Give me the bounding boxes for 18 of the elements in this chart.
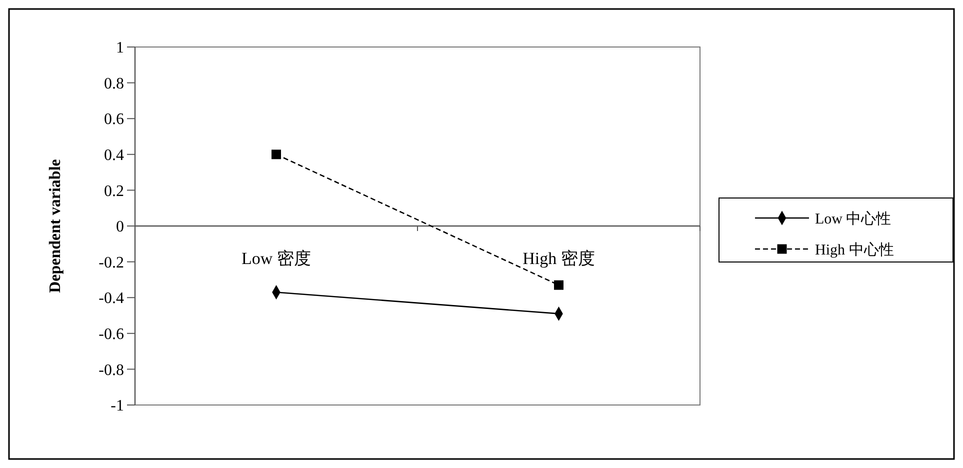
y-tick-label: -0.2	[98, 254, 124, 272]
x-tick-label: High 密度	[522, 249, 595, 268]
y-tick-label: -1	[110, 398, 124, 415]
y-tick-label: -0.6	[98, 326, 124, 343]
point	[554, 280, 564, 290]
y-tick-label: 0	[116, 218, 124, 236]
legend-label: Low 中心性	[815, 210, 892, 228]
x-tick-label: Low 密度	[242, 249, 311, 268]
y-tick-label: 0.4	[104, 147, 124, 164]
y-tick-label: -0.8	[98, 362, 124, 379]
point	[272, 150, 281, 160]
y-tick-label: 1	[116, 40, 124, 57]
y-tick-label: 0.2	[104, 182, 124, 200]
legend-label: High 中心性	[815, 241, 894, 258]
y-axis-title: Dependent variable	[47, 159, 64, 293]
y-tick-label: -0.4	[98, 290, 124, 308]
y-tick-label: 0.6	[104, 111, 124, 128]
y-tick-label: 0.8	[104, 75, 124, 92]
